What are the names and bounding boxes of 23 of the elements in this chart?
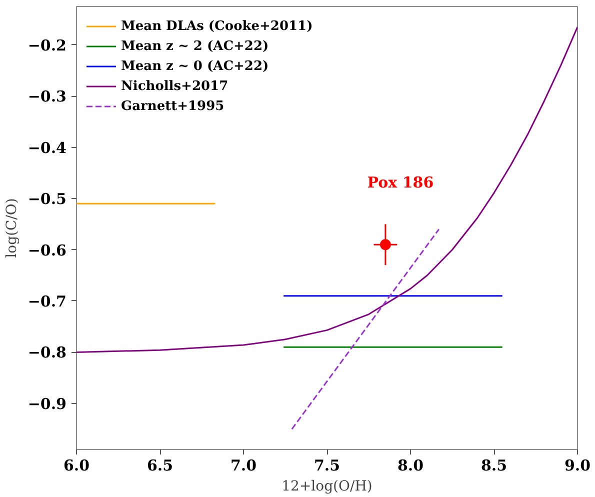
x-tick-label: 6.5: [146, 456, 174, 474]
legend-label: Mean DLAs (Cooke+2011): [121, 18, 313, 34]
x-tick-label: 8.0: [397, 456, 424, 474]
legend-label: Mean z ~ 0 (AC+22): [121, 58, 269, 74]
legend-label: Nicholls+2017: [121, 78, 228, 94]
y-tick-label: −0.4: [28, 138, 67, 157]
y-tick-label: −0.6: [28, 241, 67, 260]
legend-label: Mean z ~ 2 (AC+22): [121, 38, 269, 54]
y-axis-title: log(C/O): [4, 198, 20, 258]
y-tick-label: −0.5: [28, 190, 67, 208]
legend-label: Garnett+1995: [121, 98, 224, 114]
x-axis-title: 12+log(O/H): [282, 478, 372, 494]
y-tick-label: −0.9: [28, 394, 67, 413]
x-tick-label: 7.5: [314, 456, 340, 474]
x-tick-label: 8.5: [480, 456, 508, 474]
x-tick-label: 9.0: [564, 456, 591, 474]
x-tick-label: 7.0: [230, 456, 257, 474]
annotation: Pox 186: [367, 174, 434, 192]
x-tick-label: 6.0: [63, 456, 90, 474]
y-tick-label: −0.3: [28, 88, 67, 106]
y-tick-label: −0.8: [28, 344, 67, 362]
y-tick-label: −0.2: [28, 36, 67, 54]
y-tick-label: −0.7: [28, 292, 67, 310]
